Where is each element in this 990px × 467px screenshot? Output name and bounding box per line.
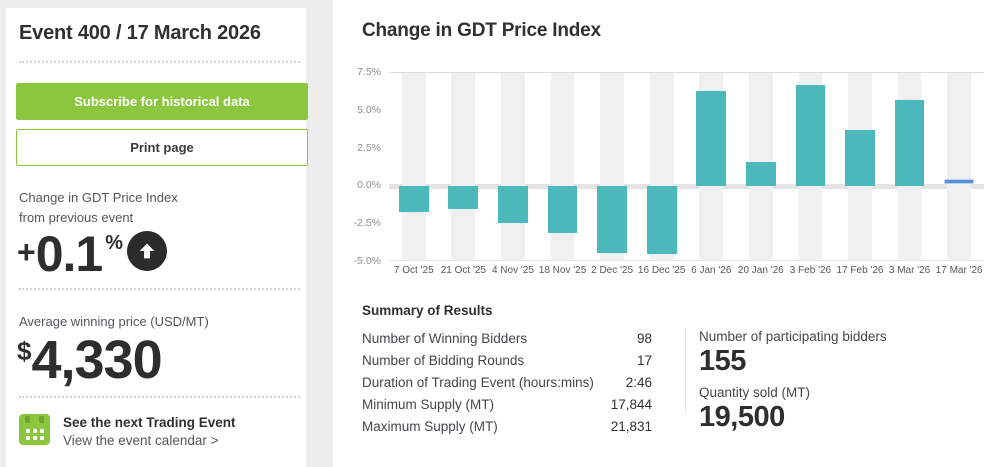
summary-row-value: 17	[636, 353, 652, 368]
stat-value: 19,500	[699, 401, 785, 433]
chart-slot	[439, 73, 489, 260]
bar-2dec25[interactable]	[597, 186, 627, 253]
x-tick-label: 3 Feb '26	[789, 265, 832, 276]
summary-row-label: Number of Winning Bidders	[362, 331, 528, 346]
background-stripe	[401, 73, 426, 260]
stat-label: Quantity sold (MT)	[699, 385, 811, 400]
x-tick-label: 17 Feb '26	[836, 265, 884, 276]
stat-label: Number of participating bidders	[699, 329, 887, 344]
event-title: Event 400 / 17 March 2026	[19, 22, 261, 44]
change-value: 0.1	[35, 226, 104, 282]
divider	[19, 61, 300, 63]
summary-row-label: Duration of Trading Event (hours:mins)	[362, 375, 594, 390]
change-index-value-row: + 0.1 %	[13, 226, 300, 282]
bar-17feb26[interactable]	[845, 130, 875, 187]
chart-slot	[835, 73, 885, 260]
chart-slot	[934, 73, 984, 260]
summary-stats: Number of participating bidders 155 Quanti…	[699, 328, 979, 440]
event-calendar-link[interactable]: View the event calendar >	[63, 433, 219, 448]
x-tick-label: 3 Mar '26	[888, 265, 931, 276]
next-event-title: See the next Trading Event	[63, 415, 236, 430]
summary-row: Number of Bidding Rounds 17	[362, 350, 652, 372]
x-tick-label: 18 Nov '25	[538, 265, 587, 276]
summary-row-label: Maximum Supply (MT)	[362, 419, 498, 434]
x-tick-label: 20 Jan '26	[737, 265, 784, 276]
event-sidebar: Event 400 / 17 March 2026 Subscribe for …	[6, 8, 308, 467]
divider	[19, 396, 300, 398]
summary-row-label: Minimum Supply (MT)	[362, 397, 495, 412]
bar-20jan26[interactable]	[745, 162, 776, 187]
change-index-label-line2: from previous event	[19, 210, 134, 225]
currency-symbol: $	[17, 336, 32, 366]
x-tick-label: 21 Oct '25	[440, 265, 486, 276]
zero-line	[389, 183, 984, 189]
x-tick-label: 7 Oct '25	[393, 265, 434, 276]
x-tick-label: 17 Mar '26	[935, 265, 983, 276]
y-tick-label: 5.0%	[357, 103, 381, 116]
summary-row: Duration of Trading Event (hours:mins) 2:…	[362, 372, 652, 394]
y-tick-label: 7.5%	[357, 66, 381, 78]
subscribe-button[interactable]: Subscribe for historical data	[16, 83, 308, 120]
next-trading-event-link[interactable]: See the next Trading Event View the even…	[19, 414, 300, 450]
summary-row-value: 2:46	[625, 375, 652, 390]
summary-row-label: Number of Bidding Rounds	[362, 353, 525, 368]
avg-price-value: 4,330	[31, 330, 162, 390]
gdt-price-index-chart: 7.5% 5.0% 2.5% 0.0% -2.5% -5.0% 7 Oct '25 21 O…	[339, 66, 984, 286]
background-stripe	[451, 73, 476, 260]
summary-row: Number of Winning Bidders 98	[362, 328, 652, 350]
bar-3mar26[interactable]	[894, 100, 925, 187]
chart-slot	[736, 73, 786, 260]
divider	[19, 288, 300, 290]
x-tick-label: 2 Dec '25	[591, 265, 634, 276]
chart-slot	[538, 73, 588, 260]
background-stripe	[501, 73, 525, 260]
y-tick-label: -2.5%	[353, 217, 381, 230]
chart-slot	[587, 73, 637, 260]
bar-4nov25[interactable]	[498, 186, 528, 223]
chart-slot	[686, 73, 736, 260]
summary-row: Minimum Supply (MT) 17,844	[362, 394, 652, 416]
background-stripe	[947, 73, 972, 260]
chart-plot	[389, 72, 984, 261]
bar-18nov25[interactable]	[547, 186, 578, 234]
bar-16dec25[interactable]	[646, 186, 677, 255]
y-tick-label: 2.5%	[357, 141, 381, 154]
bar-7oct25[interactable]	[398, 186, 429, 213]
up-arrow-icon	[127, 231, 167, 271]
summary-row: Maximum Supply (MT) 21,831	[362, 416, 652, 438]
avg-price-label: Average winning price (USD/MT)	[19, 314, 209, 329]
x-tick-label: 16 Dec '25	[637, 265, 686, 276]
avg-price-value-row: $ 4,330	[13, 330, 300, 390]
y-tick-label: -5.0%	[353, 255, 381, 267]
calendar-icon	[19, 414, 50, 445]
vertical-divider	[685, 328, 686, 413]
bar-21oct25[interactable]	[448, 186, 479, 210]
chart-slot	[488, 73, 538, 260]
change-sign: +	[17, 234, 36, 270]
summary-row-value: 98	[636, 331, 652, 346]
x-tick-label: 4 Nov '25	[491, 265, 534, 276]
chart-slot	[389, 73, 439, 260]
stat-value: 155	[699, 345, 746, 377]
print-page-button[interactable]: Print page	[16, 129, 308, 166]
bar-17mar26[interactable]	[944, 179, 974, 185]
change-index-label-line1: Change in GDT Price Index	[19, 190, 178, 205]
chart-slot	[637, 73, 687, 260]
chart-slot	[885, 73, 935, 260]
bar-3feb26[interactable]	[795, 85, 826, 187]
chart-slot	[786, 73, 836, 260]
results-panel: Change in GDT Price Index 7.5% 5.0% 2.5% 0.…	[333, 0, 990, 467]
chart-x-axis: 7 Oct '25 21 Oct '25 4 Nov '25 18 Nov '25 2 …	[389, 265, 984, 276]
summary-heading: Summary of Results	[362, 303, 493, 318]
y-tick-label: 0.0%	[357, 179, 381, 192]
x-tick-label: 6 Jan '26	[691, 265, 732, 276]
change-percent-sign: %	[105, 232, 123, 254]
summary-row-value: 21,831	[610, 419, 652, 434]
chart-title: Change in GDT Price Index	[362, 20, 601, 41]
bar-6jan26[interactable]	[696, 91, 727, 187]
summary-row-value: 17,844	[610, 397, 652, 412]
summary-table: Number of Winning Bidders 98 Number of Bid…	[362, 328, 652, 438]
